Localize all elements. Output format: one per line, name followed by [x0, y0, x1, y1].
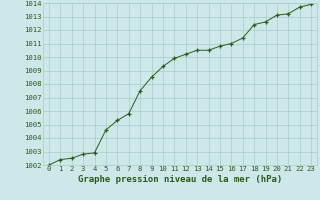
X-axis label: Graphe pression niveau de la mer (hPa): Graphe pression niveau de la mer (hPa) — [78, 175, 282, 184]
